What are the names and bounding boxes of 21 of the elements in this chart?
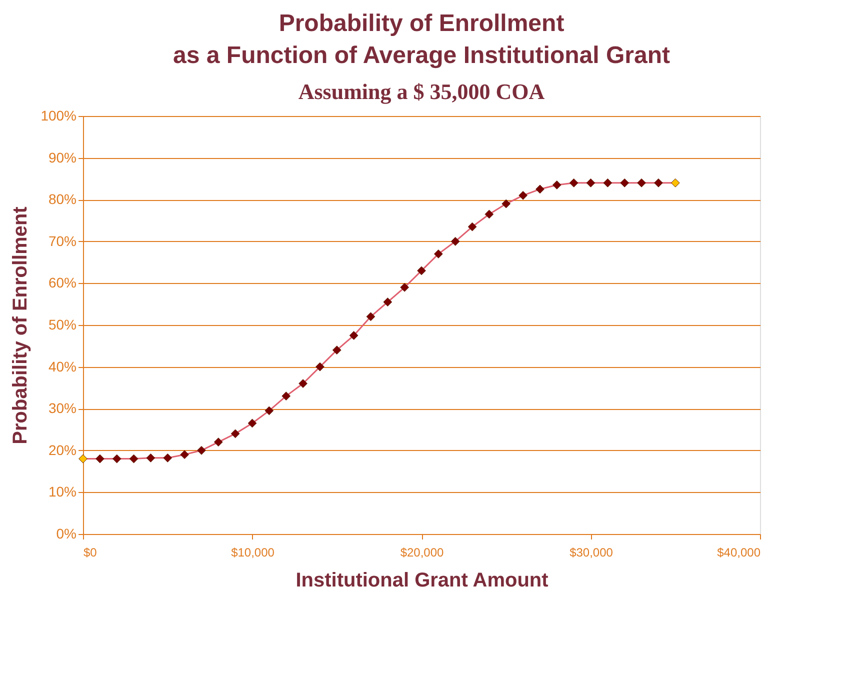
x-tick-label: $30,000 — [570, 546, 614, 560]
x-tick-label: $10,000 — [231, 546, 275, 560]
y-axis-title: Probability of Enrollment — [10, 206, 32, 444]
x-tick-label: $0 — [84, 546, 98, 560]
y-tick-label: 60% — [48, 274, 76, 291]
y-tick-label: 90% — [48, 149, 76, 166]
x-axis-title: Institutional Grant Amount — [296, 570, 549, 592]
x-tick-label: $20,000 — [400, 546, 444, 560]
y-tick-label: 50% — [48, 316, 76, 332]
y-tick-label: 20% — [48, 442, 76, 458]
y-tick-label: 30% — [48, 400, 76, 416]
text: as a Function of Average Institutional Grant — [173, 42, 670, 69]
y-tick-label: 0% — [56, 526, 76, 542]
text: Probability of Enrollment — [278, 10, 564, 37]
y-tick-label: 100% — [40, 108, 76, 124]
y-tick-label: 70% — [48, 232, 76, 249]
chart-subtitle: Assuming a $ 35,000 COA — [298, 79, 545, 104]
x-tick-label: $40,000 — [717, 546, 761, 560]
y-tick-label: 40% — [48, 358, 76, 374]
y-tick-label: 10% — [48, 484, 76, 500]
y-tick-label: 80% — [48, 191, 76, 208]
